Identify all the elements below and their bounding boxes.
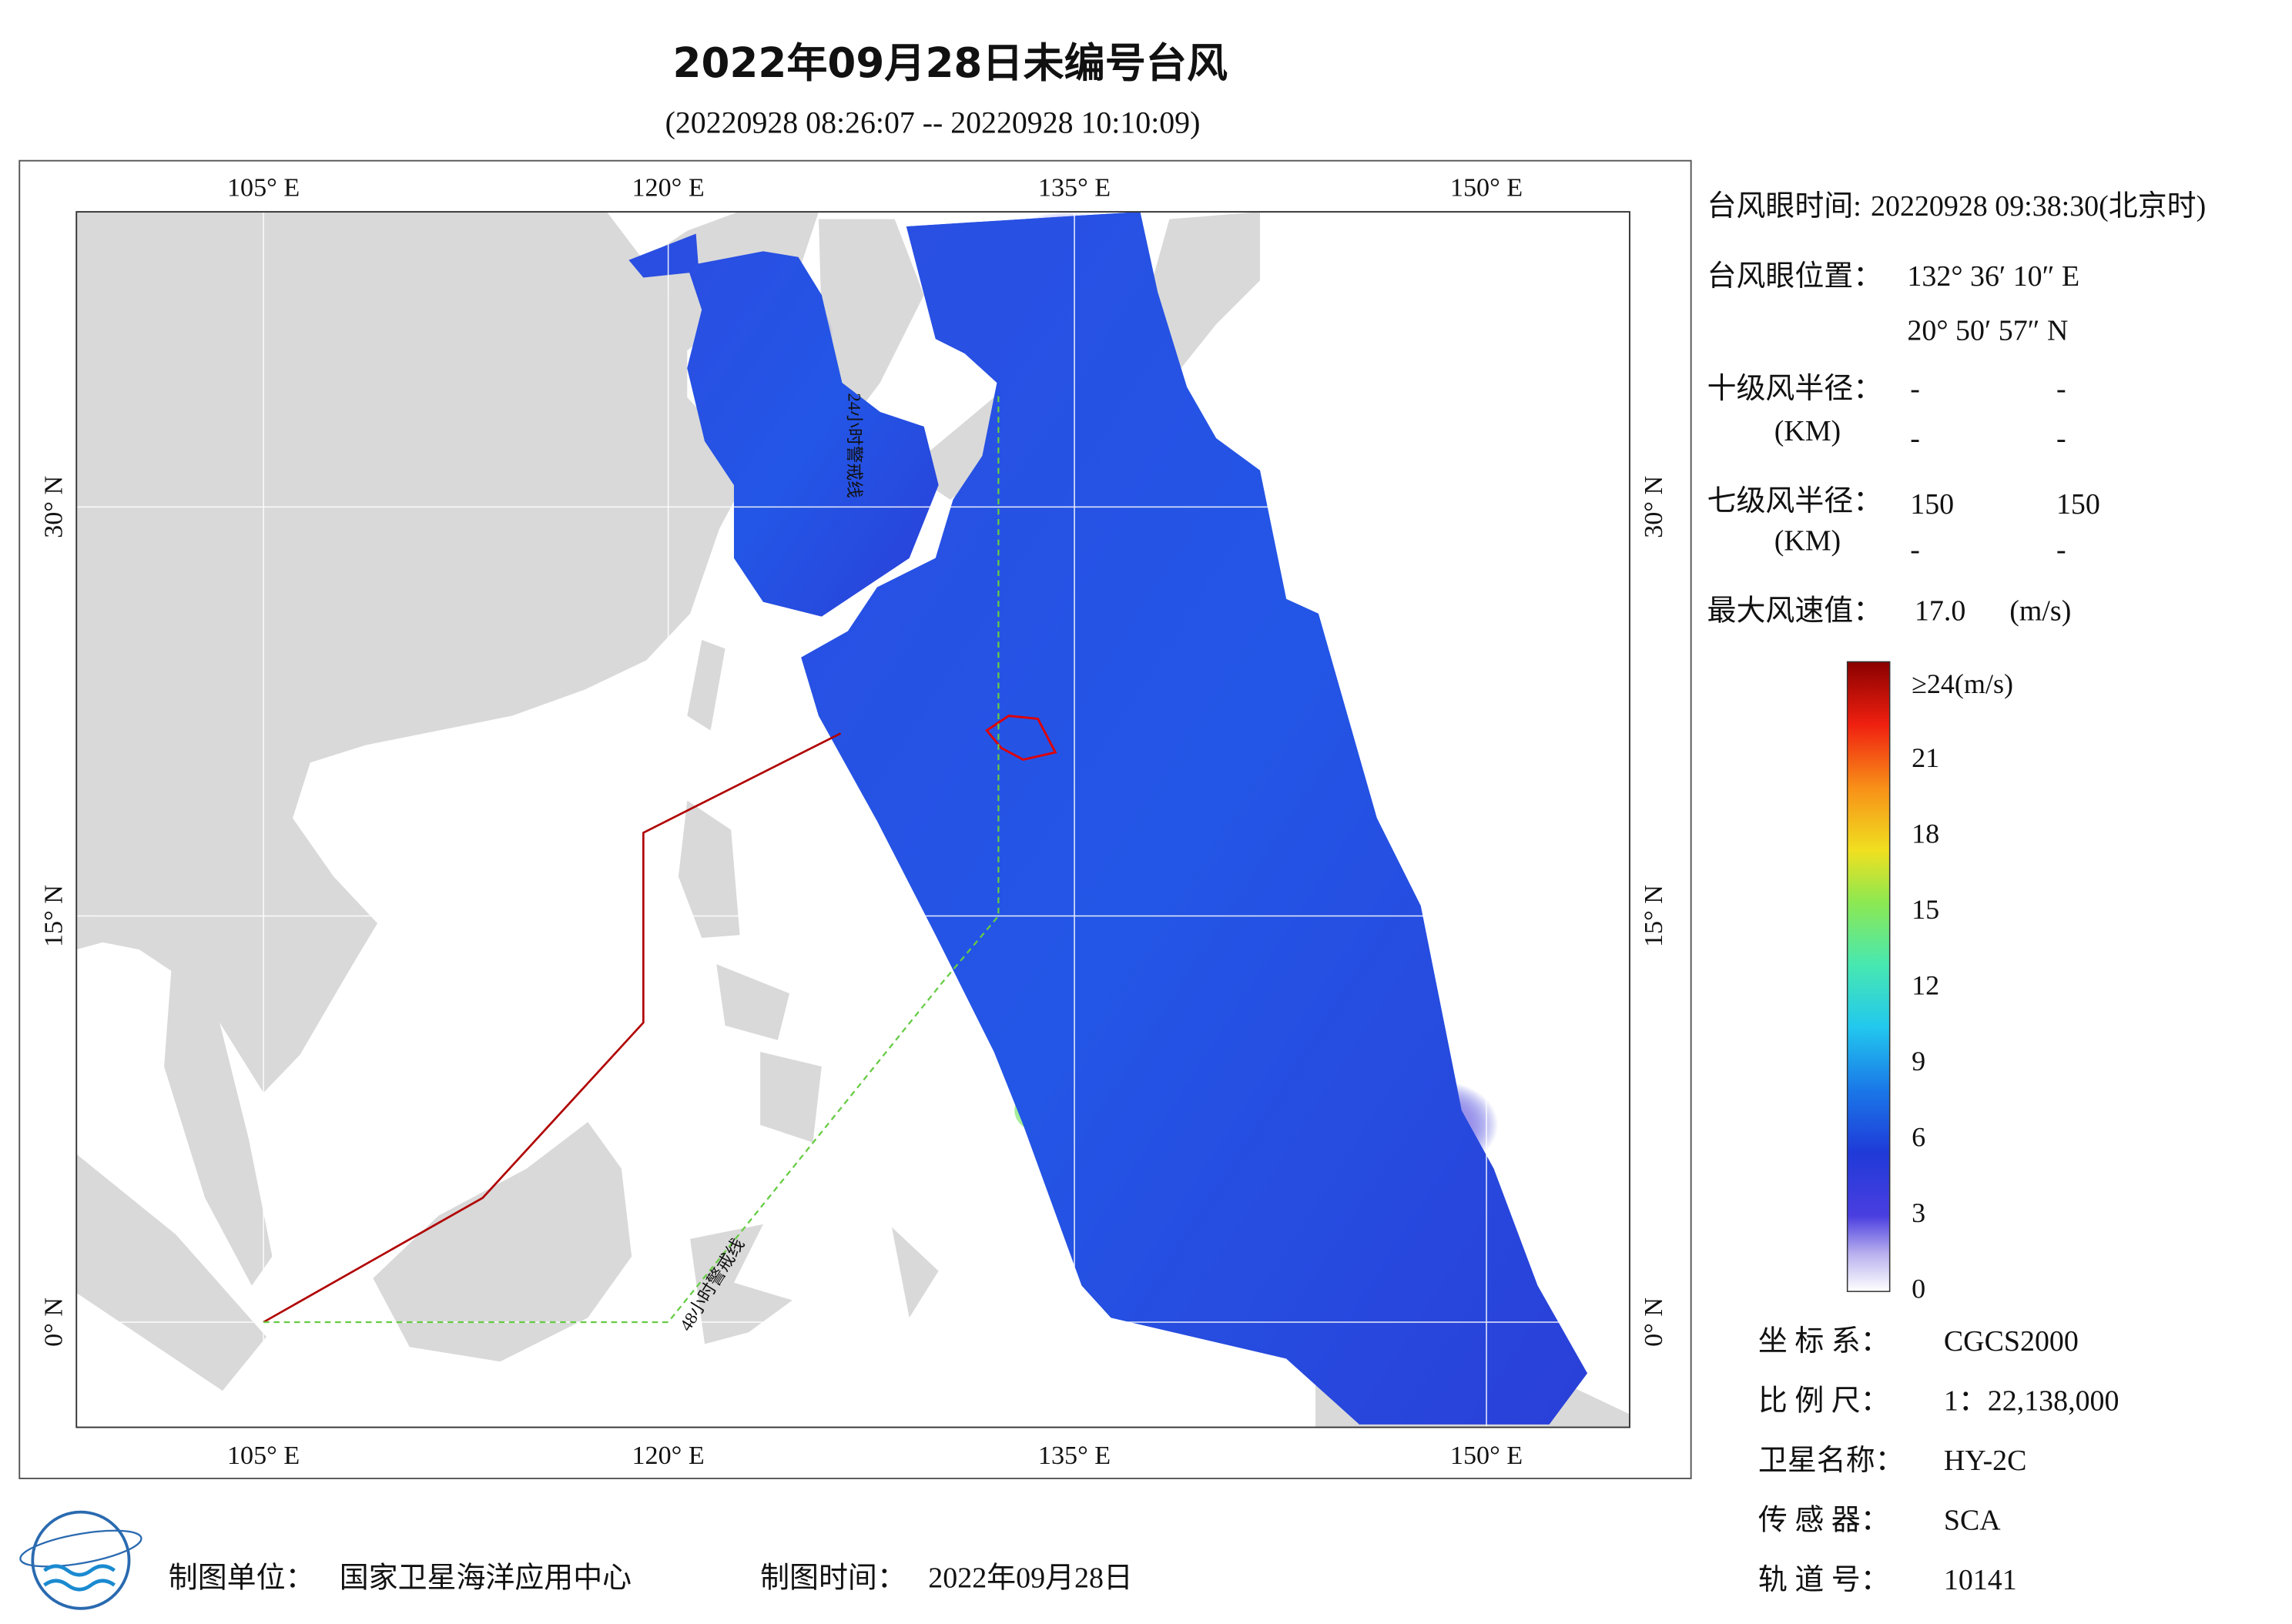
footer-value: 2022年09月28日	[928, 1562, 1133, 1594]
warning-line-48h	[263, 394, 1000, 1324]
warning-line-label: 24小时警戒线	[844, 393, 863, 497]
info-value: 150	[2056, 488, 2100, 521]
product-label: 卫星名称：	[1758, 1445, 1905, 1477]
lat-label: 30° N	[1640, 476, 1668, 538]
boundary-line	[263, 732, 842, 1324]
map-frame	[18, 159, 1692, 1479]
product-value: CGCS2000	[1944, 1325, 2079, 1358]
product-label: 比 例 尺：	[1758, 1385, 1890, 1418]
axis-labels: 105° E 105° E 120° E 120° E 135° E 135° E 150°…	[40, 173, 1668, 1470]
info-label: 最大风速值：	[1707, 595, 1883, 628]
typhoon-eye-contour	[985, 715, 1057, 762]
lon-label: 105° E	[227, 1442, 300, 1470]
info-value: -	[2056, 423, 2066, 455]
footer: 制图单位： 国家卫星海洋应用中心 制图时间： 2022年09月28日	[169, 1562, 1133, 1594]
lon-label: 105° E	[227, 173, 300, 202]
info-value: 150	[1910, 488, 1954, 521]
colorbar-label: 18	[1912, 819, 1939, 849]
colorbar-label: 15	[1912, 894, 1939, 925]
info-value: 20220928 09:38:30(北京时)	[1871, 190, 2206, 223]
info-label: 十级风半径：	[1707, 373, 1883, 405]
info-value: 17.0	[1915, 595, 1965, 628]
info-value: -	[1910, 373, 1920, 405]
colorbar-label: 21	[1912, 742, 1939, 773]
lat-label: 0° N	[40, 1298, 69, 1347]
typhoon-info: 台风眼时间: 20220928 09:38:30(北京时) 台风眼位置： 132…	[1707, 190, 2207, 628]
info-value: -	[2056, 534, 2066, 566]
product-value: SCA	[1944, 1504, 2001, 1536]
lon-label: 135° E	[1038, 173, 1111, 202]
plot-border	[75, 211, 1630, 1428]
logo	[19, 1510, 142, 1610]
footer-value: 国家卫星海洋应用中心	[340, 1562, 632, 1594]
lat-label: 15° N	[40, 885, 69, 947]
info-unit: (m/s)	[2009, 595, 2071, 628]
info-unit: (KM)	[1774, 415, 1841, 447]
colorbar-label: 0	[1912, 1273, 1925, 1304]
product-value: 1：22,138,000	[1944, 1385, 2119, 1418]
product-value: 10141	[1944, 1564, 2017, 1596]
footer-label: 制图单位：	[169, 1562, 315, 1594]
info-value: -	[2056, 373, 2066, 405]
product-label: 传 感 器：	[1758, 1504, 1890, 1536]
lon-label: 120° E	[632, 1442, 705, 1470]
colorbar-label: 9	[1912, 1046, 1925, 1077]
colorbar-label: ≥24(m/s)	[1912, 668, 2013, 699]
info-value: 20° 50′ 57″ N	[1907, 314, 2068, 347]
product-label: 轨 道 号：	[1758, 1564, 1890, 1596]
info-label: 七级风半径：	[1707, 485, 1883, 517]
colorbar-label: 6	[1912, 1121, 1925, 1152]
info-value: -	[1910, 423, 1920, 455]
title: 2022年09月28日未编号台风	[673, 39, 1228, 87]
map-area: 24小时警戒线 48小时警戒线	[76, 212, 1630, 1428]
wind-swath	[628, 212, 1587, 1425]
lon-label: 150° E	[1450, 173, 1523, 202]
info-unit: (KM)	[1774, 524, 1841, 557]
info-label: 台风眼时间:	[1707, 190, 1861, 223]
subtitle: (20220928 08:26:07 -- 20220928 10:10:09)	[665, 105, 1201, 139]
colorbar-label: 3	[1912, 1197, 1925, 1228]
product-value: HY-2C	[1944, 1445, 2027, 1477]
info-value: -	[1910, 534, 1920, 566]
lon-label: 150° E	[1450, 1442, 1523, 1470]
colorbar-label: 12	[1912, 970, 1939, 1001]
lon-label: 120° E	[632, 173, 705, 202]
info-label: 台风眼位置：	[1707, 260, 1883, 293]
product-info: 坐 标 系： CGCS2000 比 例 尺： 1：22,138,000 卫星名称： HY-…	[1758, 1325, 2119, 1596]
lat-label: 30° N	[40, 476, 69, 538]
lat-label: 15° N	[1640, 885, 1668, 947]
colorbar	[1846, 661, 1891, 1292]
lat-label: 0° N	[1640, 1298, 1668, 1347]
footer-label: 制图时间：	[760, 1562, 906, 1594]
colorbar-labels: 0 3 6 9 12 15 18 21 ≥24(m/s)	[1912, 668, 2013, 1304]
info-value: 132° 36′ 10″ E	[1907, 260, 2079, 293]
lon-label: 135° E	[1038, 1442, 1111, 1470]
product-label: 坐 标 系：	[1758, 1325, 1890, 1358]
